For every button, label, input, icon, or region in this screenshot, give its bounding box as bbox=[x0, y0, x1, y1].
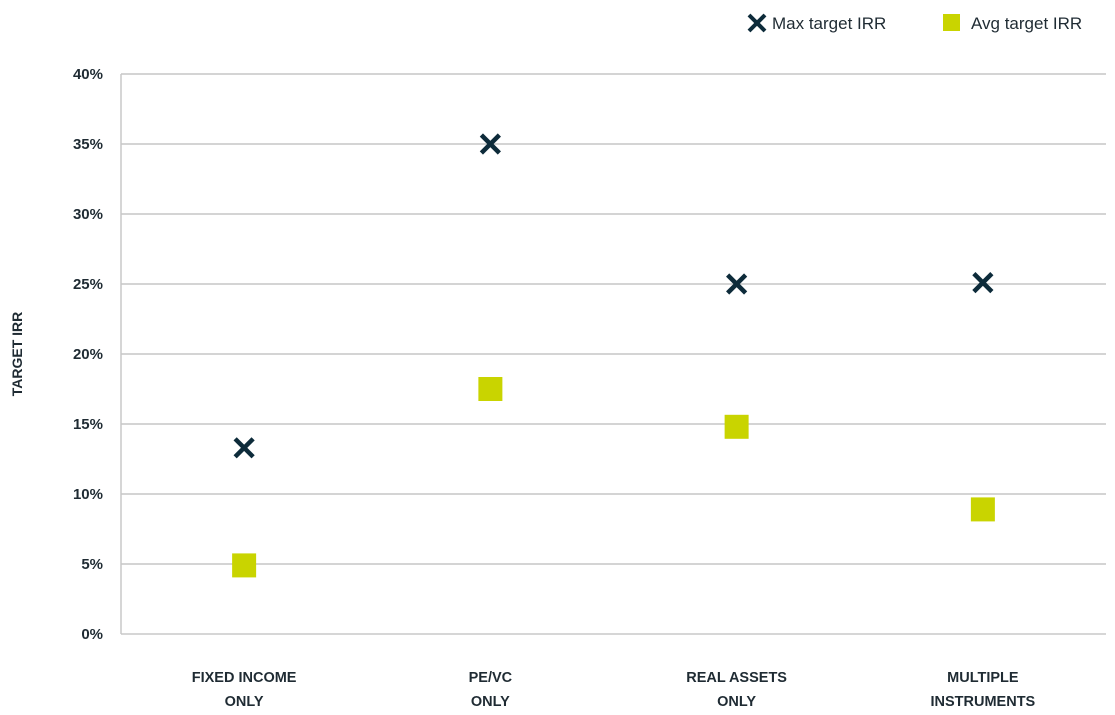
avg-target-irr-point bbox=[724, 414, 749, 439]
x-category-label: FIXED INCOME bbox=[192, 670, 297, 686]
max-target-irr-point bbox=[479, 133, 501, 155]
y-tick-label: 35% bbox=[73, 136, 103, 153]
x-category-label: INSTRUMENTS bbox=[931, 694, 1036, 710]
avg-target-irr-point bbox=[232, 553, 257, 578]
y-tick-label: 5% bbox=[81, 556, 103, 573]
legend: Max target IRR Avg target IRR bbox=[747, 13, 1082, 33]
avg-target-irr-point bbox=[970, 497, 995, 522]
axes bbox=[120, 74, 1106, 635]
y-tick-label: 40% bbox=[73, 66, 103, 83]
y-axis-title: TARGET IRR bbox=[9, 312, 25, 397]
x-category-label: ONLY bbox=[717, 694, 756, 710]
x-category-label: MULTIPLE bbox=[947, 670, 1019, 686]
y-tick-label: 25% bbox=[73, 276, 103, 293]
x-category-labels: FIXED INCOME ONLY PE/VC ONLY REAL ASSETS ONLY… bbox=[192, 670, 1036, 710]
x-category-label: ONLY bbox=[471, 694, 510, 710]
max-target-irr-point bbox=[233, 437, 255, 459]
x-category-label: PE/VC bbox=[469, 670, 513, 686]
x-category-label: ONLY bbox=[225, 694, 264, 710]
avg-target-irr-point bbox=[478, 377, 503, 401]
x-marker-icon bbox=[747, 13, 767, 33]
y-tick-label: 15% bbox=[73, 416, 103, 433]
square-marker-icon bbox=[943, 14, 960, 31]
x-category-label: REAL ASSETS bbox=[686, 670, 787, 686]
gridlines bbox=[121, 73, 1106, 565]
legend-item-avg: Avg target IRR bbox=[943, 14, 1082, 33]
y-tick-label: 20% bbox=[73, 346, 103, 363]
y-tick-label: 30% bbox=[73, 206, 103, 223]
legend-label-avg: Avg target IRR bbox=[971, 14, 1082, 33]
y-tick-labels: 0% 5% 10% 15% 20% 25% 30% 35% 40% bbox=[73, 66, 103, 643]
y-tick-label: 0% bbox=[81, 626, 103, 643]
max-target-irr-point bbox=[972, 272, 994, 294]
y-tick-label: 10% bbox=[73, 486, 103, 503]
legend-label-max: Max target IRR bbox=[772, 14, 886, 33]
legend-item-max: Max target IRR bbox=[747, 13, 886, 33]
data-markers bbox=[232, 133, 995, 578]
max-target-irr-point bbox=[726, 273, 748, 295]
